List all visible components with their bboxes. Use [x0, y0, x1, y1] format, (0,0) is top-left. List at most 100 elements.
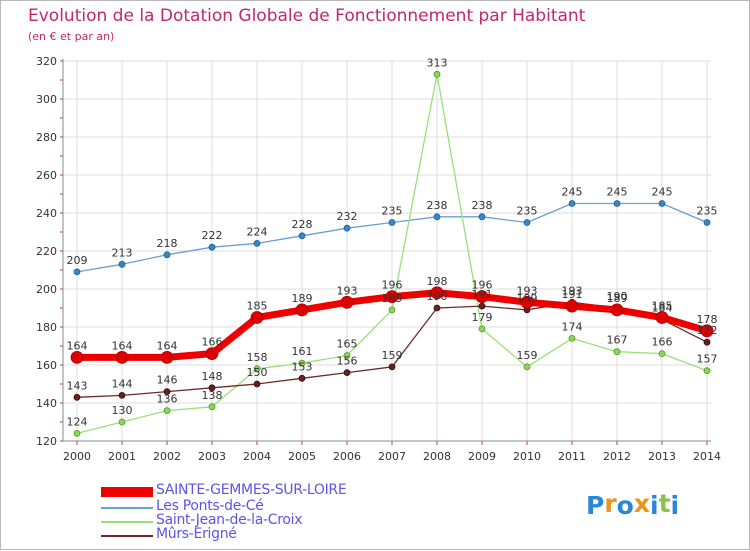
data-point: [655, 311, 669, 324]
data-point: [73, 268, 81, 276]
data-point: [565, 299, 579, 313]
data-point: [478, 302, 486, 310]
y-tick-label: 300: [36, 93, 57, 106]
data-point: [253, 239, 261, 247]
logo-letter: r: [604, 489, 617, 518]
data-point: [208, 243, 216, 251]
data-label: 164: [157, 339, 178, 352]
data-point: [340, 295, 354, 309]
data-label: 166: [202, 336, 223, 349]
data-label: 193: [337, 284, 358, 297]
data-point: [205, 347, 219, 361]
y-tick-label: 240: [36, 207, 57, 220]
data-label: 189: [382, 292, 403, 305]
series-2: [73, 70, 711, 437]
y-tick-label: 180: [36, 321, 57, 334]
data-label: 191: [472, 288, 493, 301]
data-label: 185: [652, 300, 673, 313]
data-point: [343, 352, 351, 359]
data-label: 218: [157, 237, 178, 250]
chart-title: Evolution de la Dotation Globale de Fonc…: [28, 6, 586, 26]
data-label: 222: [202, 229, 223, 242]
legend-swatch: [101, 487, 153, 497]
data-label: 245: [607, 186, 628, 199]
x-tick-label: 2008: [423, 450, 451, 463]
data-label: 228: [292, 218, 313, 231]
data-point: [613, 348, 621, 356]
data-point: [70, 350, 84, 364]
data-point: [253, 365, 261, 373]
data-label: 238: [427, 199, 448, 212]
data-point: [298, 232, 306, 240]
data-point: [433, 213, 441, 221]
data-point: [523, 363, 531, 371]
data-point: [478, 213, 486, 221]
data-point: [73, 429, 81, 437]
legend-label: Mûrs-Erigné: [156, 526, 237, 542]
x-tick-label: 2010: [513, 450, 541, 463]
data-point: [253, 380, 261, 388]
data-point: [478, 325, 486, 333]
data-point: [298, 359, 306, 367]
data-label: 159: [517, 349, 538, 362]
data-point: [475, 290, 489, 304]
data-point: [388, 363, 396, 371]
data-label: 172: [697, 324, 718, 337]
data-label: 235: [697, 205, 718, 218]
data-label: 245: [562, 186, 583, 199]
data-label: 196: [472, 279, 493, 292]
data-label: 213: [112, 246, 133, 259]
y-tick-label: 120: [36, 435, 57, 448]
data-point: [568, 334, 576, 342]
x-tick-label: 2005: [288, 450, 316, 463]
data-point: [343, 369, 351, 377]
x-tick-label: 2009: [468, 450, 496, 463]
data-point: [385, 290, 399, 304]
data-label: 130: [112, 404, 133, 417]
data-point: [520, 295, 534, 309]
y-tick-label: 320: [36, 55, 57, 68]
legend-label: Saint-Jean-de-la-Croix: [156, 512, 303, 528]
data-point: [163, 251, 171, 259]
data-point: [703, 338, 711, 346]
data-point: [115, 350, 129, 364]
data-label: 165: [337, 338, 358, 351]
data-point: [163, 388, 171, 396]
data-label: 164: [112, 339, 133, 352]
y-tick-label: 220: [36, 245, 57, 258]
data-point: [658, 200, 666, 207]
data-point: [610, 303, 624, 317]
data-label: 159: [382, 349, 403, 362]
data-label: 185: [247, 300, 268, 313]
data-label: 232: [337, 210, 358, 223]
data-label: 156: [337, 355, 358, 368]
data-point: [163, 407, 171, 415]
y-tick-label: 280: [36, 131, 57, 144]
x-tick-label: 2001: [108, 450, 136, 463]
data-point: [295, 303, 309, 317]
data-label: 136: [157, 393, 178, 406]
legend-swatch: [101, 535, 153, 537]
data-label: 184: [652, 301, 673, 314]
data-point: [250, 311, 264, 324]
data-label: 189: [292, 292, 313, 305]
data-label: 164: [67, 339, 88, 352]
data-point: [613, 200, 621, 207]
data-point: [703, 219, 711, 226]
data-point: [118, 391, 126, 399]
x-tick-label: 2006: [333, 450, 361, 463]
data-label: 178: [697, 313, 718, 326]
data-point: [118, 260, 126, 268]
series-1: [73, 200, 711, 276]
y-tick-label: 140: [36, 397, 57, 410]
logo-letter: t: [658, 489, 671, 518]
data-point: [700, 324, 714, 338]
data-label: 245: [652, 186, 673, 199]
data-label: 209: [67, 254, 88, 267]
x-tick-label: 2003: [198, 450, 226, 463]
data-label: 238: [472, 199, 493, 212]
data-label: 193: [517, 284, 538, 297]
data-point: [343, 224, 351, 232]
data-point: [208, 403, 216, 411]
x-tick-label: 2012: [603, 450, 631, 463]
